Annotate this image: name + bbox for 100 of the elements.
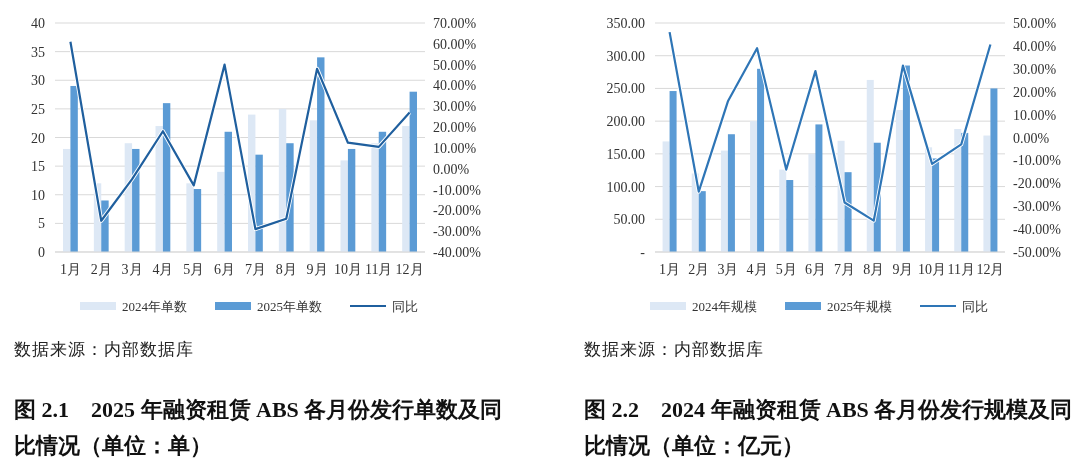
bar [750, 121, 758, 252]
y2-tick-label: -20.00% [1013, 176, 1062, 192]
y2-tick-label: -40.00% [1013, 222, 1062, 238]
bar [255, 154, 263, 252]
y2-tick-label: -20.00% [433, 203, 482, 219]
y2-tick-label: 0.00% [1013, 130, 1050, 146]
x-tick-label: 12月 [395, 262, 424, 277]
y-tick-label: 10 [31, 187, 45, 203]
bar [779, 169, 787, 252]
bar [902, 65, 910, 252]
legend-label: 同比 [392, 299, 418, 314]
x-tick-label: 12月 [976, 262, 1005, 277]
bar [983, 135, 991, 252]
y-tick-label: 300.00 [606, 48, 645, 64]
y2-tick-label: 50.00% [433, 57, 477, 73]
bar [309, 120, 318, 252]
bar [866, 79, 874, 252]
x-tick-label: 2月 [90, 262, 112, 277]
y2-tick-label: -40.00% [433, 245, 482, 260]
y2-tick-label: -30.00% [433, 224, 482, 240]
legend-label: 同比 [962, 299, 988, 314]
bar [990, 88, 998, 252]
y-tick-label: 150.00 [606, 146, 645, 162]
bar [193, 189, 202, 252]
text: 图 2.1 2025 年融资租赁 ABS 各月份发行单数及同比情况（单位：单） [14, 396, 504, 460]
y2-tick-label: 30.00% [433, 99, 477, 115]
bar [954, 128, 962, 252]
y-tick-label: 250.00 [606, 81, 645, 97]
x-tick-label: 6月 [214, 262, 236, 277]
x-tick-label: 7月 [834, 262, 856, 277]
bar [925, 147, 933, 252]
x-tick-label: 8月 [863, 262, 885, 277]
y2-tick-label: -50.00% [1013, 245, 1062, 260]
bar [961, 132, 969, 252]
x-tick-label: 5月 [775, 262, 797, 277]
y2-tick-label: 0.00% [433, 161, 470, 177]
y-tick-label: 30 [31, 73, 45, 89]
x-tick-label: 1月 [659, 262, 681, 277]
bar [278, 108, 287, 252]
x-tick-label: 11月 [947, 262, 975, 277]
y-tick-label: 15 [31, 159, 45, 175]
y-tick-label: 100.00 [606, 179, 645, 195]
y-tick-label: 40 [31, 16, 45, 31]
bar [727, 134, 735, 252]
y2-tick-label: 40.00% [433, 78, 477, 94]
x-tick-label: 3月 [717, 262, 739, 277]
x-tick-label: 7月 [244, 262, 266, 277]
legend-label: 2025年单数 [257, 299, 322, 314]
bar [70, 85, 78, 252]
x-tick-label: 8月 [275, 262, 297, 277]
y2-tick-label: 20.00% [433, 120, 477, 136]
bar [669, 91, 677, 252]
bar [844, 172, 852, 252]
legend-label: 2024年单数 [122, 299, 187, 314]
y-tick-label: 35 [31, 44, 45, 60]
source-note: 数据来源：内部数据库 [14, 339, 195, 361]
x-tick-label: 9月 [306, 262, 328, 277]
y-tick-label: 20 [31, 130, 45, 146]
x-tick-label: 10月 [333, 262, 362, 277]
y2-tick-label: -30.00% [1013, 199, 1062, 215]
x-tick-label: 4月 [746, 262, 768, 277]
source-note: 数据来源：内部数据库 [584, 339, 765, 361]
y-tick-label: 200.00 [606, 114, 645, 130]
y-tick-label: 50.00 [613, 212, 645, 228]
bar [347, 148, 356, 252]
bar [217, 171, 225, 252]
bar [409, 91, 417, 252]
y2-tick-label: 70.00% [433, 16, 477, 31]
bar [895, 110, 903, 252]
y2-tick-label: 10.00% [433, 140, 477, 156]
x-tick-label: 4月 [152, 262, 174, 277]
y-tick-label: 5 [38, 216, 45, 232]
y-tick-label: 350.00 [606, 16, 645, 31]
bar [698, 191, 706, 252]
y2-tick-label: 20.00% [1013, 84, 1057, 100]
x-tick-label: 1月 [59, 262, 81, 277]
y2-tick-label: -10.00% [433, 182, 482, 198]
y-tick-label: - [640, 245, 646, 260]
line-series [68, 39, 412, 232]
y2-tick-label: 60.00% [433, 36, 477, 52]
x-tick-label: 9月 [892, 262, 914, 277]
y2-tick-label: -10.00% [1013, 153, 1062, 169]
bar [808, 153, 816, 252]
x-tick-label: 3月 [121, 262, 143, 277]
bar [186, 183, 194, 252]
y2-tick-label: 40.00% [1013, 38, 1057, 54]
bar [815, 124, 823, 252]
y2-tick-label: 50.00% [1013, 16, 1057, 31]
x-tick-label: 10月 [918, 262, 947, 277]
line-series [667, 30, 993, 223]
y-tick-label: 0 [38, 245, 45, 260]
x-tick-label: 11月 [365, 262, 393, 277]
x-tick-label: 5月 [183, 262, 205, 277]
bar [662, 141, 670, 252]
x-tick-label: 2月 [688, 262, 710, 277]
bar [932, 158, 940, 252]
y2-tick-label: 30.00% [1013, 61, 1057, 77]
bar [786, 180, 794, 252]
y-tick-label: 25 [31, 101, 45, 117]
bar [63, 148, 71, 252]
